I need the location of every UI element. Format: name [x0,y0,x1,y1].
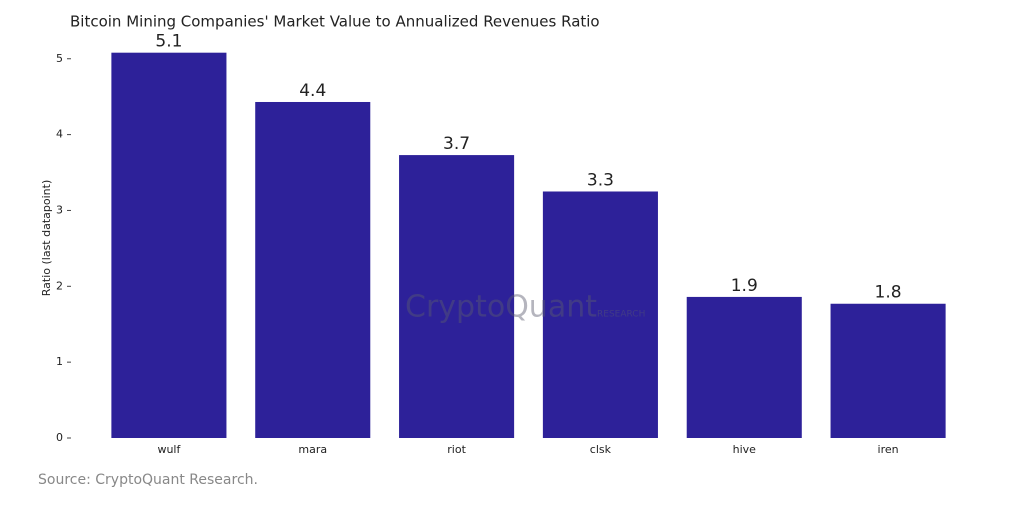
bar [111,52,227,438]
data-label: 3.7 [443,134,470,154]
y-tick-label: 2 [56,279,63,292]
y-tick-label: 3 [56,203,63,216]
watermark-sub: RESEARCH [597,310,645,320]
x-tick-label: hive [733,443,757,456]
y-tick-label: 1 [56,355,63,368]
bar [830,303,946,438]
watermark: CryptoQuant [405,290,597,325]
data-label: 5.1 [155,32,182,52]
y-tick-label: 5 [56,52,63,65]
bar [399,155,515,439]
data-label: 1.9 [731,276,758,296]
x-tick-label: riot [447,443,466,456]
data-label: 1.8 [875,283,902,303]
data-label: 4.4 [299,81,326,101]
y-tick-label: 0 [56,431,63,444]
source-note: Source: CryptoQuant Research. [38,472,258,488]
x-tick-label: iren [878,443,899,456]
x-tick-label: clsk [590,443,612,456]
x-tick-label: mara [298,443,327,456]
bar [686,296,802,438]
y-tick-label: 4 [56,128,63,141]
x-tick-label: wulf [157,443,181,456]
bar [542,191,658,438]
data-label: 3.3 [587,170,614,190]
y-axis-label: Ratio (last datapoint) [40,180,53,297]
chart-title: Bitcoin Mining Companies' Market Value t… [70,13,600,31]
bar [255,101,371,438]
